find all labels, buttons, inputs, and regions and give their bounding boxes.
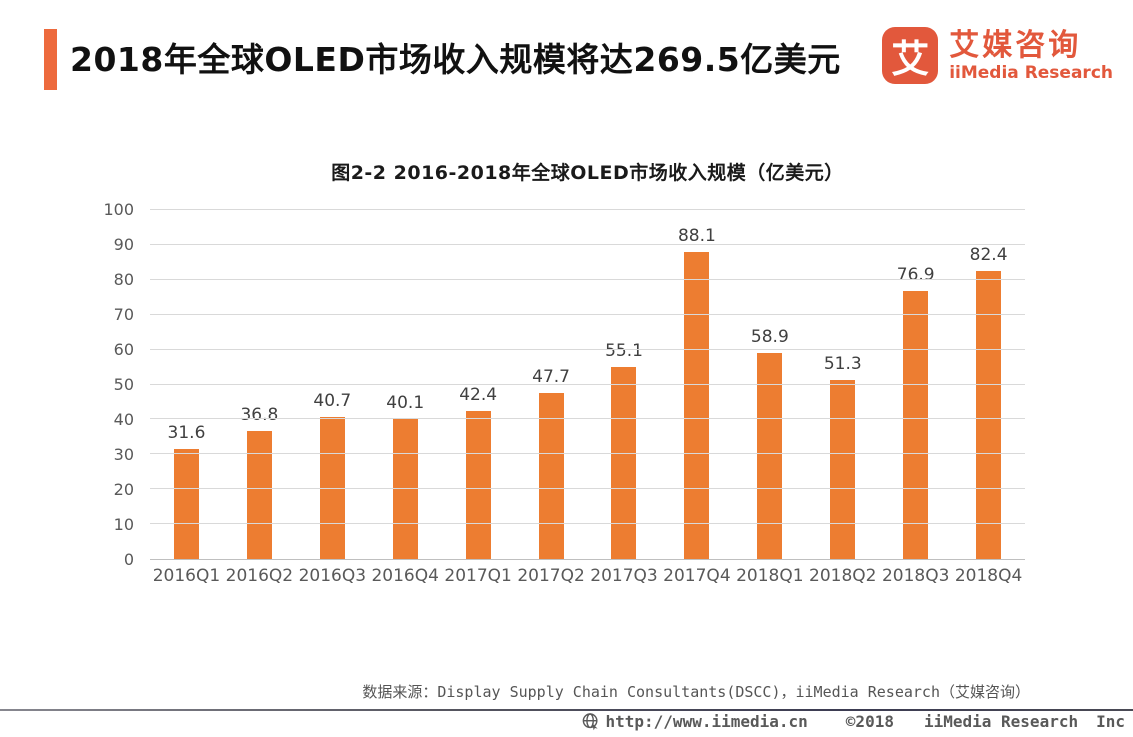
x-tick-label: 2018Q2 <box>809 566 877 586</box>
bar-slot: 51.3 <box>806 210 879 559</box>
bar-slot: 31.6 <box>150 210 223 559</box>
bar-value-label: 36.8 <box>240 404 279 425</box>
bar-slot: 40.1 <box>369 210 442 559</box>
bar <box>757 353 783 559</box>
x-tick-label: 2017Q2 <box>517 566 585 586</box>
bar-series: 31.6 36.8 40.7 40.1 42.4 47.7 55.1 88.1 58.9 51.3… <box>150 210 1025 559</box>
gridline <box>150 313 1025 315</box>
bar-slot: 58.9 <box>733 210 806 559</box>
y-tick-label: 80 <box>113 270 134 289</box>
bar-slot: 82.4 <box>952 210 1025 559</box>
bar-value-label: 51.3 <box>823 353 862 374</box>
globe-cursor-icon <box>581 712 600 731</box>
bar-value-label: 88.1 <box>677 225 716 246</box>
bar-slot: 76.9 <box>879 210 952 559</box>
y-tick-label: 90 <box>113 235 134 254</box>
bar <box>246 430 272 559</box>
bar-value-label: 31.6 <box>167 422 206 443</box>
bar <box>830 379 856 559</box>
gridline <box>150 383 1025 385</box>
x-tick-label: 2016Q2 <box>225 566 294 586</box>
footer-divider <box>0 709 1133 711</box>
plot-area: 31.6 36.8 40.7 40.1 42.4 47.7 55.1 88.1 58.9 51.3… <box>150 209 1025 560</box>
data-source-note: 数据来源：Display Supply Chain Consultants(DS… <box>362 683 1030 701</box>
gridline <box>150 209 1025 210</box>
bar-slot: 40.7 <box>296 210 369 559</box>
y-tick-label: 50 <box>113 375 134 394</box>
x-axis-labels: 2016Q1 2016Q2 2016Q3 2016Q4 2017Q1 2017Q2 2017… <box>150 566 1025 586</box>
bar-slot: 88.1 <box>660 210 733 559</box>
bar <box>173 448 199 559</box>
logo-name-cn: 艾媒咨询 <box>949 27 1082 63</box>
footer-copyright: ©2018 <box>845 712 894 731</box>
bar-slot: 42.4 <box>442 210 515 559</box>
gridline <box>150 243 1025 245</box>
bar <box>538 392 564 559</box>
y-axis-labels: 0 10 20 30 40 50 60 70 80 90 100 <box>70 201 142 569</box>
bar-value-label: 82.4 <box>969 245 1008 266</box>
bar-value-label: 58.9 <box>750 327 789 348</box>
bar-value-label: 40.7 <box>313 390 352 411</box>
x-tick-label: 2017Q3 <box>590 566 658 586</box>
bar-slot: 36.8 <box>223 210 296 559</box>
bar-slot: 47.7 <box>515 210 588 559</box>
bar <box>465 411 491 559</box>
footer: http://www.iimedia.cn ©2018 iiMedia Rese… <box>581 712 1125 731</box>
bar-value-label: 76.9 <box>896 264 935 285</box>
gridline <box>150 348 1025 350</box>
title-accent-bar <box>44 29 57 90</box>
gridline <box>150 418 1025 420</box>
page-title: 2018年全球OLED市场收入规模将达269.5亿美元 <box>70 40 841 79</box>
chart-title: 图2-2 2016-2018年全球OLED市场收入规模（亿美元） <box>331 162 844 184</box>
y-tick-label: 40 <box>113 410 134 429</box>
bar <box>319 416 345 559</box>
y-tick-label: 20 <box>113 480 134 499</box>
y-tick-label: 10 <box>113 515 134 534</box>
gridline <box>150 453 1025 455</box>
y-tick-label: 0 <box>123 550 134 569</box>
bar-slot: 55.1 <box>588 210 661 559</box>
bar <box>684 251 710 559</box>
bar-value-label: 42.4 <box>459 385 498 406</box>
gridline <box>150 488 1025 490</box>
logo-name-en: iiMedia Research <box>949 62 1113 83</box>
gridline <box>150 278 1025 280</box>
x-tick-label: 2016Q3 <box>298 566 367 586</box>
x-tick-label: 2017Q4 <box>663 566 731 586</box>
x-tick-label: 2016Q4 <box>371 566 439 586</box>
iimedia-logo-icon: 艾 <box>882 27 939 84</box>
x-tick-label: 2018Q3 <box>881 566 950 586</box>
footer-company: iiMedia Research <box>923 712 1079 731</box>
footer-url[interactable]: http://www.iimedia.cn <box>605 712 808 731</box>
bar-value-label: 47.7 <box>532 366 570 387</box>
gridline <box>150 523 1025 525</box>
footer-company-suffix: Inc <box>1096 712 1125 731</box>
bar-value-label: 55.1 <box>605 340 643 361</box>
y-tick-label: 30 <box>113 445 134 464</box>
bar <box>611 366 637 559</box>
bar <box>903 290 929 559</box>
x-tick-label: 2016Q1 <box>152 566 221 586</box>
bar-value-label: 40.1 <box>386 393 425 414</box>
bar <box>976 271 1002 559</box>
x-tick-label: 2018Q4 <box>954 566 1023 586</box>
x-tick-label: 2017Q1 <box>444 566 512 586</box>
y-tick-label: 60 <box>113 340 134 359</box>
iimedia-logo: 艾 艾媒咨询 iiMedia Research <box>882 27 1113 84</box>
y-tick-label: 70 <box>113 305 134 324</box>
x-tick-label: 2018Q1 <box>736 566 804 586</box>
y-tick-label: 100 <box>103 200 134 219</box>
